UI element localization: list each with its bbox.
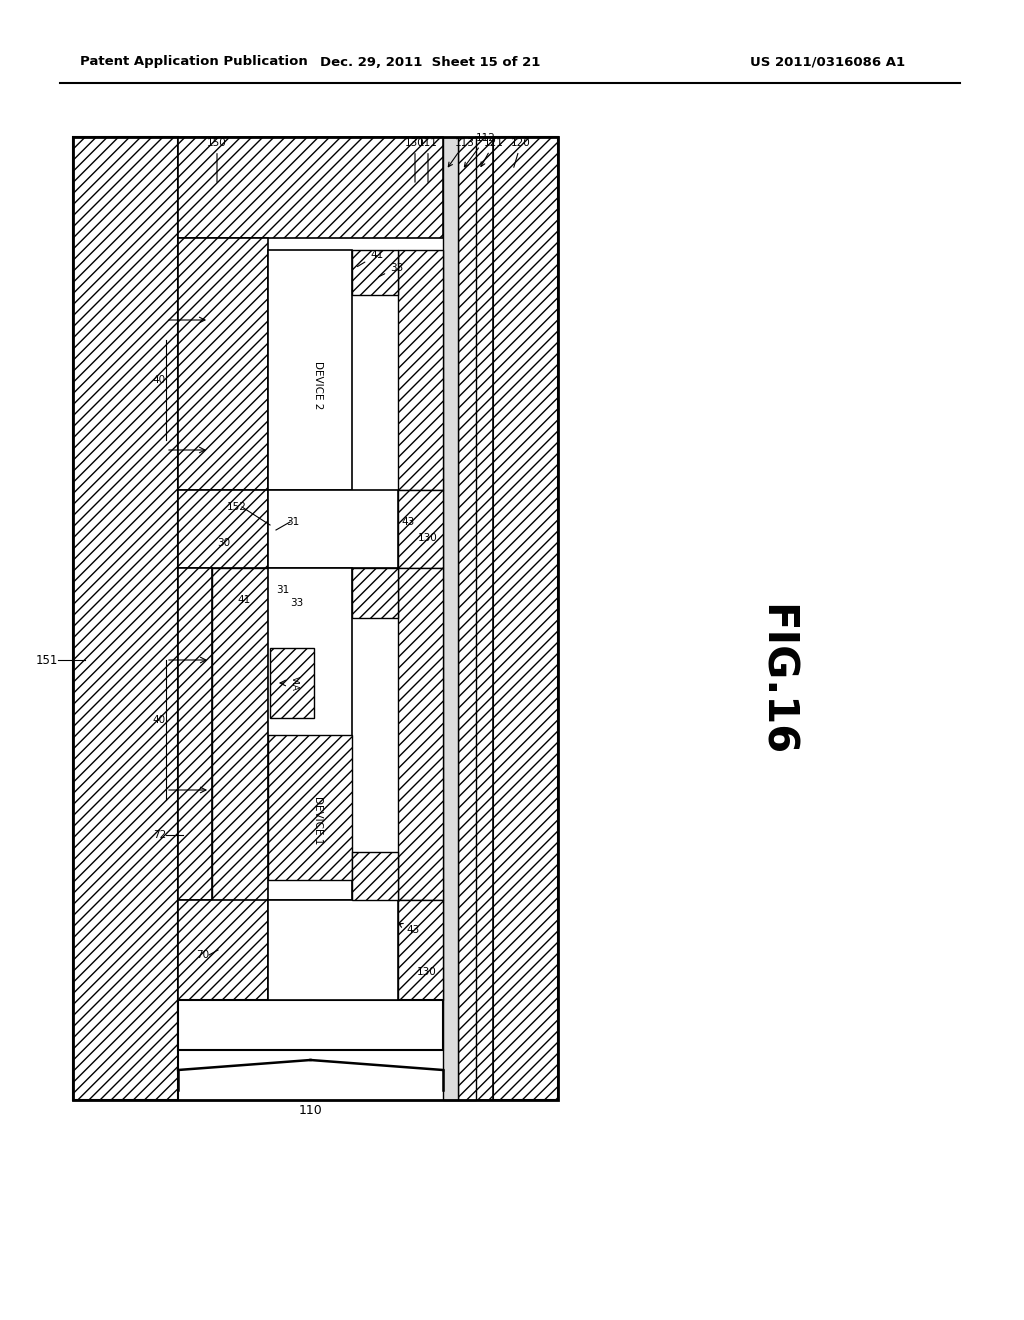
Text: 130: 130	[406, 139, 425, 182]
Bar	[178, 490, 268, 568]
Bar	[352, 249, 398, 294]
Text: 70: 70	[196, 950, 209, 960]
Text: 121: 121	[481, 139, 504, 166]
Bar	[178, 137, 443, 238]
Bar	[178, 900, 268, 1001]
Bar	[398, 249, 443, 490]
Text: US 2011/0316086 A1: US 2011/0316086 A1	[750, 55, 905, 69]
Text: DEVICE 2: DEVICE 2	[313, 360, 323, 409]
Bar	[398, 568, 443, 900]
Text: 130: 130	[417, 968, 437, 977]
Text: 113: 113	[449, 139, 475, 166]
Bar	[268, 735, 352, 880]
Bar	[270, 648, 314, 718]
Text: 43: 43	[401, 517, 415, 527]
Bar	[352, 851, 398, 900]
Bar	[178, 568, 212, 900]
Text: 130: 130	[418, 533, 437, 543]
Text: 33: 33	[379, 263, 403, 277]
Bar	[458, 137, 476, 1100]
Bar	[268, 249, 352, 490]
Text: 41: 41	[237, 595, 250, 605]
Bar	[476, 137, 493, 1100]
Text: 40: 40	[153, 715, 166, 725]
Text: 41: 41	[357, 249, 383, 267]
Text: 72: 72	[153, 830, 166, 840]
Text: DEVICE 1: DEVICE 1	[313, 796, 323, 845]
Text: 40: 40	[153, 375, 166, 385]
Text: 31: 31	[286, 517, 299, 527]
Bar	[443, 137, 458, 1100]
Text: 31: 31	[276, 585, 289, 595]
Bar	[73, 137, 558, 1100]
Bar	[73, 137, 178, 1100]
Bar	[178, 238, 268, 490]
Bar	[212, 568, 268, 900]
Text: 120: 120	[511, 139, 530, 168]
Bar	[268, 490, 398, 568]
Bar	[398, 490, 443, 568]
Bar	[178, 1001, 443, 1049]
Text: 152: 152	[227, 502, 247, 512]
Text: 30: 30	[217, 539, 230, 548]
Text: Dec. 29, 2011  Sheet 15 of 21: Dec. 29, 2011 Sheet 15 of 21	[319, 55, 541, 69]
Bar	[493, 137, 558, 1100]
Text: 110: 110	[299, 1104, 323, 1117]
Bar	[398, 900, 443, 1001]
Bar	[352, 568, 398, 618]
Bar	[268, 568, 352, 900]
Text: Patent Application Publication: Patent Application Publication	[80, 55, 308, 69]
Text: VIA: VIA	[290, 676, 299, 690]
Text: 33: 33	[290, 598, 303, 609]
Text: FIG.16: FIG.16	[755, 603, 797, 756]
Text: 151: 151	[36, 653, 58, 667]
Text: 150: 150	[207, 139, 227, 182]
Bar	[268, 900, 398, 1001]
Text: 43: 43	[398, 924, 419, 935]
Text: 112: 112	[465, 133, 496, 166]
Text: 111: 111	[418, 139, 438, 182]
